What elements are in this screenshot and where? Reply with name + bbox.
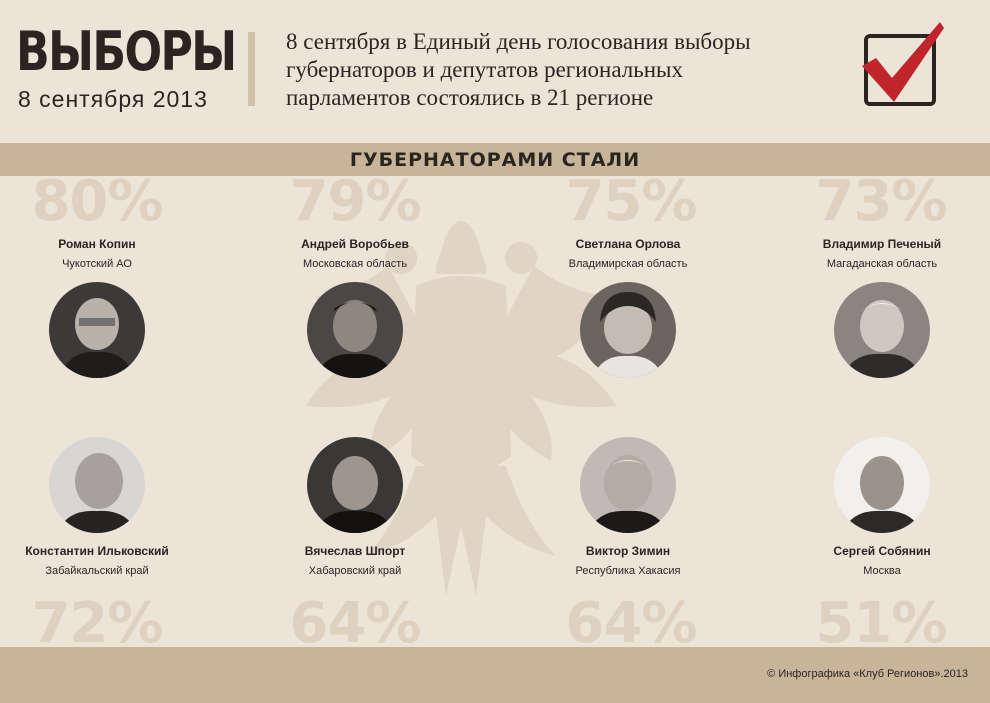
vote-percent: 79% xyxy=(289,169,421,234)
governor-region: Хабаровский край xyxy=(308,565,402,577)
governor-photo xyxy=(580,282,676,378)
governor-name: Вячеслав Шпорт xyxy=(304,544,406,558)
governor-photo xyxy=(49,437,145,533)
governor-name: Сергей Собянин xyxy=(833,544,931,558)
governor-photo xyxy=(834,437,930,533)
governor-name: Роман Копин xyxy=(58,237,136,251)
vote-percent: 64% xyxy=(565,591,697,656)
vote-percent: 64% xyxy=(289,591,421,656)
headline-line: парламентов состоялись в 21 регионе xyxy=(286,85,654,110)
governor-name: Андрей Воробьев xyxy=(301,237,409,251)
governor-name: Владимир Печеный xyxy=(822,237,942,251)
checkmark-icon xyxy=(862,22,944,102)
governor-photo xyxy=(834,282,930,378)
governor-photo xyxy=(49,282,145,378)
footer-band xyxy=(0,647,990,703)
governor-region: Забайкальский край xyxy=(45,565,149,577)
page-date: 8 сентября 2013 xyxy=(18,86,208,112)
page-title: ВЫБОРЫ xyxy=(16,20,237,83)
vote-percent: 72% xyxy=(31,591,163,656)
governor-region: Магаданская область xyxy=(826,258,938,270)
governor-region: Республика Хакасия xyxy=(575,565,681,577)
header-divider xyxy=(248,32,255,106)
section-title: ГУБЕРНАТОРАМИ СТАЛИ xyxy=(349,149,641,171)
headline-line: губернаторов и депутатов региональных xyxy=(286,57,683,82)
header: ВЫБОРЫ 8 сентября 2013 8 сентября в Един… xyxy=(0,0,990,143)
vote-percent: 75% xyxy=(565,169,697,234)
section-band xyxy=(0,143,990,176)
governor-region: Москва xyxy=(863,565,901,577)
governor-name: Константин Ильковский xyxy=(25,544,169,558)
headline-line: 8 сентября в Единый день голосования выб… xyxy=(286,29,751,54)
headline: 8 сентября в Единый день голосования выб… xyxy=(286,28,846,112)
vote-percent: 80% xyxy=(31,169,163,234)
governor-region: Чукотский АО xyxy=(62,258,132,270)
governor-photo xyxy=(580,437,676,533)
governor-photo xyxy=(307,437,403,533)
vote-percent: 51% xyxy=(815,591,947,656)
governor-name: Светлана Орлова xyxy=(575,237,681,251)
governor-name: Виктор Зимин xyxy=(585,544,671,558)
governor-region: Московская область xyxy=(302,258,408,270)
governor-photo xyxy=(307,282,403,378)
governor-region: Владимирская область xyxy=(568,258,688,270)
vote-percent: 73% xyxy=(815,169,947,234)
footer-credit: © Инфографика «Клуб Регионов».2013 xyxy=(767,668,968,680)
